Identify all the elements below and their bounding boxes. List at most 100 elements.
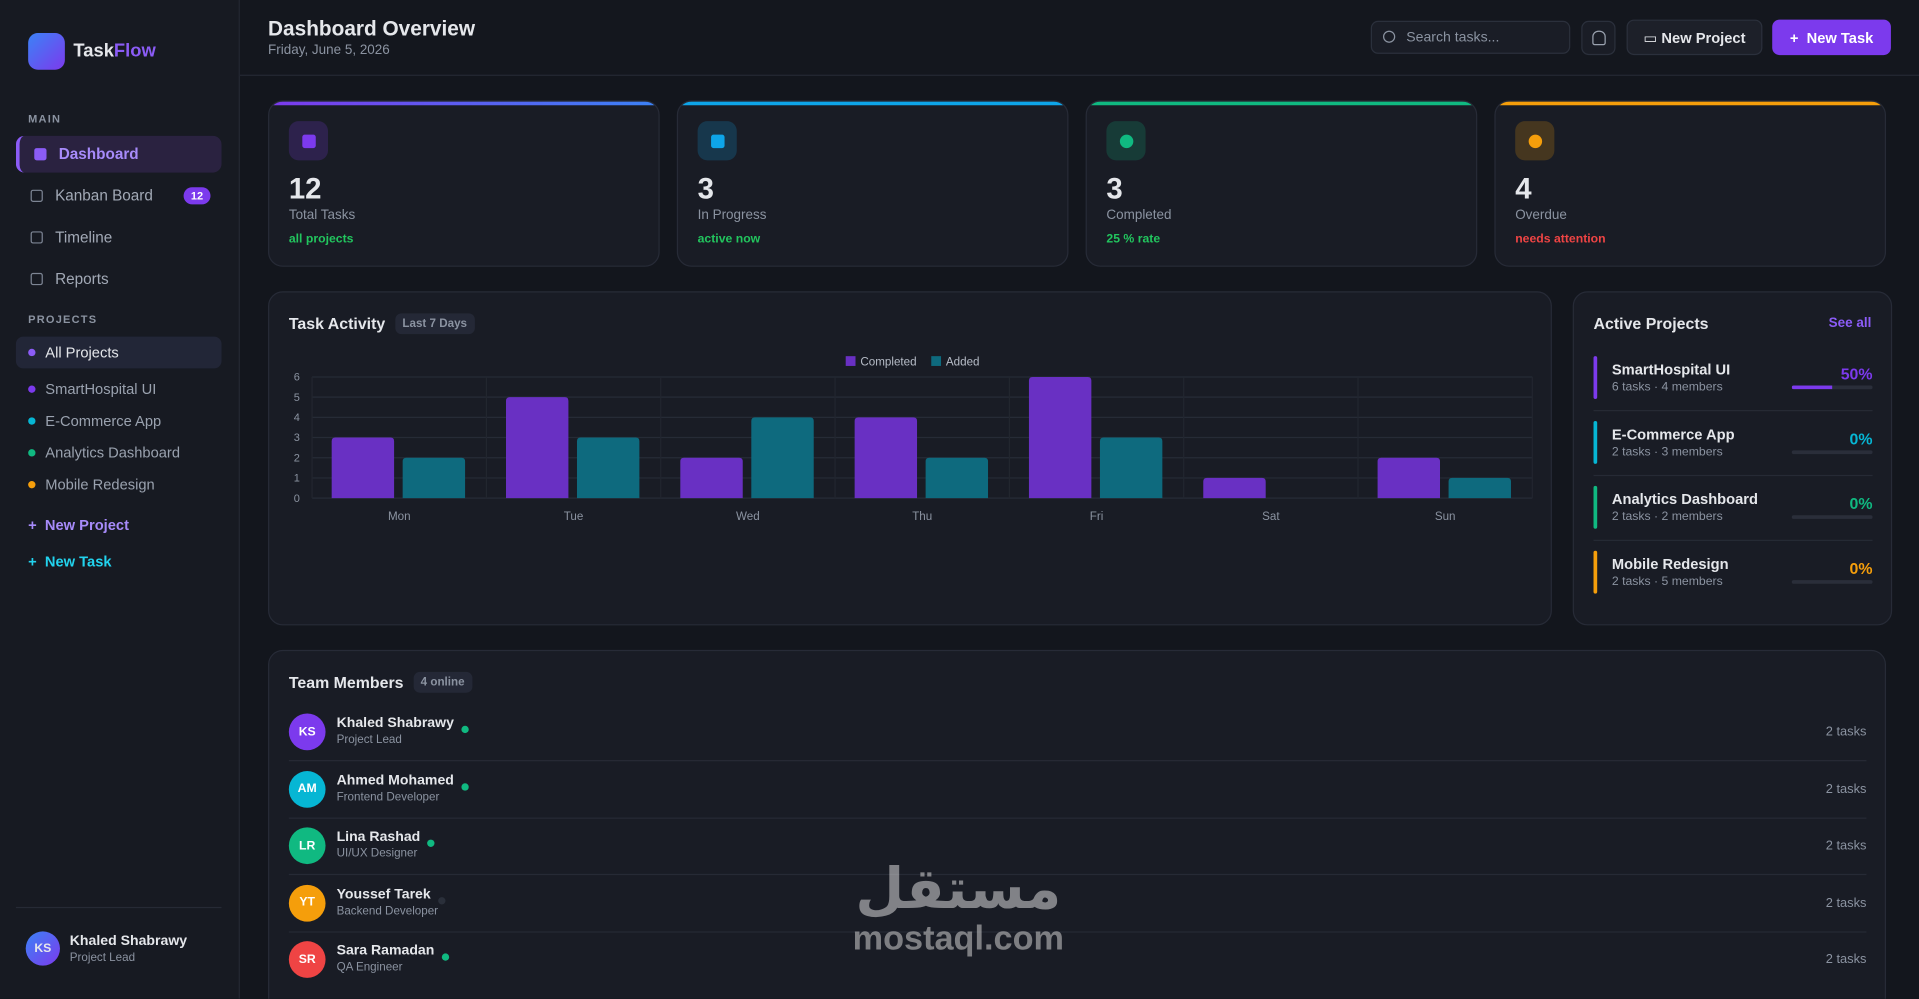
stat-icon <box>1515 121 1555 161</box>
member-role: UI/UX Designer <box>336 847 418 861</box>
project-meta: 2 tasks · 5 members <box>1611 575 1723 589</box>
project-meta: 2 tasks · 3 members <box>1611 445 1723 459</box>
project-item[interactable]: SmartHospital UI <box>16 373 222 405</box>
action-label: New Task <box>44 553 112 571</box>
stat-icon-glyph <box>1119 134 1133 148</box>
member-avatar: SR <box>288 941 326 979</box>
page-date: Friday, June 5, 2026 <box>268 42 390 58</box>
nav-item[interactable]: Dashboard <box>15 135 222 173</box>
project-dot <box>28 348 36 357</box>
legend-label: Completed <box>860 355 916 368</box>
member-row[interactable]: SR Sara Ramadan QA Engineer 2 tasks <box>288 933 1866 987</box>
search-placeholder: Search tasks... <box>1406 30 1500 46</box>
stat-icon-glyph <box>301 134 316 148</box>
project-accent <box>1593 550 1598 594</box>
header-button[interactable]: + New Task <box>1772 19 1891 56</box>
progress-track <box>1791 385 1873 390</box>
stat-label: Completed <box>1106 208 1172 223</box>
project-accent <box>1593 421 1598 464</box>
stat-card: 4 Overdue needs attention <box>1494 100 1887 267</box>
nav-item[interactable]: Kanban Board 12 <box>16 177 222 214</box>
project-dot <box>28 385 36 393</box>
user-role: Project Lead <box>69 950 136 965</box>
header: Dashboard Overview Friday, June 5, 2026 … <box>239 0 1919 76</box>
sidebar: TaskFlow MAIN Dashboard Kanban Board 12 T… <box>0 0 240 999</box>
project-row[interactable]: Analytics Dashboard 2 tasks · 2 members 0% <box>1593 485 1873 541</box>
stat-icon <box>288 121 329 161</box>
panel-title: Active Projects <box>1593 314 1709 333</box>
button-label: New Project <box>1661 28 1746 46</box>
progress-track <box>1791 580 1873 584</box>
team-panel: Team Members 4 online KS Khaled Shabrawy P… <box>268 649 1887 999</box>
project-item[interactable]: E-Commerce App <box>16 405 222 437</box>
progress-label: 0% <box>1849 429 1873 448</box>
progress-label: 0% <box>1849 559 1873 578</box>
project-meta: 2 tasks · 2 members <box>1611 510 1723 524</box>
stat-note: 25 % rate <box>1106 232 1161 247</box>
member-tasks: 2 tasks <box>1825 781 1867 797</box>
project-dot <box>28 417 36 425</box>
project-accent <box>1593 485 1598 529</box>
progress-label: 50% <box>1840 364 1873 384</box>
project-name: Analytics Dashboard <box>1611 490 1758 508</box>
button-label: New Task <box>1806 28 1874 46</box>
project-row[interactable]: E-Commerce App 2 tasks · 3 members 0% <box>1593 421 1873 477</box>
y-tick-label: 2 <box>294 452 300 464</box>
x-tick-label: Sun <box>1435 510 1456 523</box>
project-item[interactable]: All Projects <box>15 336 222 369</box>
stat-icon <box>1106 121 1146 161</box>
brand-part: Task <box>73 40 114 62</box>
nav-item[interactable]: Timeline <box>16 219 222 256</box>
action-label: New Project <box>44 516 129 534</box>
user-name: Khaled Shabrawy <box>69 933 188 949</box>
section-label: MAIN <box>28 112 62 125</box>
bar <box>1028 376 1092 499</box>
legend-swatch <box>845 356 856 366</box>
member-avatar: YT <box>288 884 326 922</box>
member-row[interactable]: AM Ahmed Mohamed Frontend Developer 2 tasks <box>288 762 1867 819</box>
section-label: PROJECTS <box>28 313 98 326</box>
member-row[interactable]: YT Youssef Tarek Backend Developer 2 tasks <box>288 876 1866 933</box>
project-row[interactable]: SmartHospital UI 6 tasks · 4 members 50% <box>1593 356 1873 412</box>
sidebar-action[interactable]: + New Task <box>28 553 112 571</box>
member-row[interactable]: LR Lina Rashad UI/UX Designer 2 tasks <box>288 819 1866 876</box>
bar <box>1448 477 1511 499</box>
nav-label: Kanban Board <box>55 187 153 205</box>
brand: TaskFlow <box>73 40 155 61</box>
header-button[interactable]: ▭ New Project <box>1626 19 1763 56</box>
project-item[interactable]: Mobile Redesign <box>16 469 222 501</box>
legend-label: Added <box>946 355 980 368</box>
member-role: QA Engineer <box>336 961 403 975</box>
nav-label: Timeline <box>55 228 113 247</box>
project-name: All Projects <box>45 343 119 362</box>
member-status <box>441 953 450 962</box>
divider <box>1593 474 1873 477</box>
divider <box>15 906 222 909</box>
notification-button[interactable] <box>1581 20 1616 56</box>
member-avatar: AM <box>288 770 326 808</box>
see-all-link[interactable]: See all <box>1828 315 1872 331</box>
nav-item[interactable]: Reports <box>16 261 222 298</box>
member-avatar: KS <box>288 713 326 751</box>
panel-title: Team Members <box>288 673 404 692</box>
sidebar-action[interactable]: + New Project <box>28 516 129 534</box>
member-name: Youssef Tarek <box>336 887 431 902</box>
stat-card: 3 In Progress active now <box>676 100 1069 267</box>
bar <box>1203 477 1266 499</box>
brand-part: Flow <box>113 40 156 62</box>
bar <box>680 457 743 499</box>
member-row[interactable]: KS Khaled Shabrawy Project Lead 2 tasks <box>288 705 1866 762</box>
stat-accent <box>1495 101 1885 106</box>
search-box[interactable]: Search tasks... <box>1370 20 1571 54</box>
stat-accent <box>269 101 659 106</box>
projects-panel: Active Projects See all SmartHospital UI… <box>1572 291 1893 626</box>
member-avatar: LR <box>288 827 326 865</box>
user-avatar[interactable]: KS <box>25 931 60 966</box>
project-row[interactable]: Mobile Redesign 2 tasks · 5 members 0% <box>1593 550 1873 594</box>
project-name: E-Commerce App <box>45 412 162 430</box>
project-item[interactable]: Analytics Dashboard <box>16 437 222 469</box>
nav-label: Dashboard <box>58 145 139 163</box>
page-title: Dashboard Overview <box>268 17 476 41</box>
stat-label: Overdue <box>1515 208 1567 223</box>
